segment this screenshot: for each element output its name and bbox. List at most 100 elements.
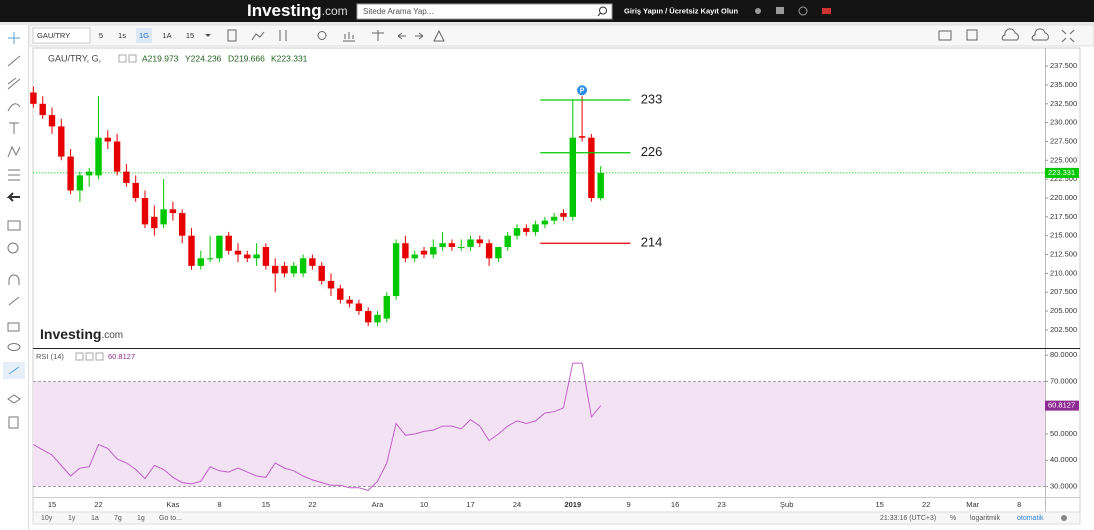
event-marker[interactable] bbox=[577, 85, 588, 96]
legend-button[interactable] bbox=[95, 352, 104, 361]
candle-body bbox=[365, 311, 372, 323]
brush-tool[interactable] bbox=[7, 103, 21, 112]
back-tool[interactable] bbox=[6, 192, 20, 202]
interval-button[interactable]: 5 bbox=[99, 31, 103, 40]
legend-close: K223.331 bbox=[271, 53, 308, 63]
x-tick-label: 22 bbox=[94, 500, 102, 509]
scale-icon[interactable] bbox=[372, 30, 384, 41]
candle-body bbox=[485, 243, 493, 259]
magnet-tool[interactable] bbox=[8, 274, 20, 285]
delete-tool[interactable] bbox=[8, 416, 19, 429]
symbol[interactable]: GAU/TRY bbox=[37, 31, 70, 40]
flag-icon[interactable] bbox=[822, 8, 831, 14]
legend-open: A219.973 bbox=[142, 53, 179, 63]
pitchfork-tool[interactable] bbox=[7, 77, 21, 90]
y-tick-label: 205.000 bbox=[1050, 306, 1077, 315]
clock: 21:33:16 (UTC+3) bbox=[880, 515, 936, 522]
fib-tool[interactable] bbox=[8, 169, 20, 181]
range-button[interactable]: 10y bbox=[41, 515, 53, 522]
candle-body bbox=[578, 136, 586, 138]
logo-main[interactable]: Investing bbox=[247, 1, 322, 20]
zoom-tool[interactable] bbox=[7, 242, 19, 254]
pattern-tool[interactable] bbox=[7, 145, 21, 158]
logo-suffix[interactable]: .com bbox=[322, 4, 348, 18]
last-price-box bbox=[1045, 167, 1079, 178]
candle-body bbox=[86, 171, 93, 176]
legend-button[interactable] bbox=[75, 352, 84, 361]
search-icon[interactable] bbox=[599, 6, 607, 15]
range-button[interactable]: 1a bbox=[91, 515, 99, 522]
interval-button[interactable]: 1A bbox=[162, 31, 171, 40]
compare-icon[interactable] bbox=[279, 30, 287, 41]
fullscreen-icon[interactable] bbox=[1061, 29, 1075, 43]
event-marker-label[interactable]: P bbox=[580, 88, 585, 95]
candle-icon[interactable] bbox=[227, 29, 237, 42]
goto-button[interactable]: Go to... bbox=[159, 515, 182, 522]
camera-icon[interactable] bbox=[938, 30, 952, 41]
y-tick-label: 217.500 bbox=[1050, 212, 1077, 221]
y-tick-label: 237.500 bbox=[1050, 61, 1077, 70]
legend-button[interactable] bbox=[85, 352, 94, 361]
settings-button[interactable] bbox=[1061, 515, 1067, 521]
clock-icon[interactable] bbox=[798, 6, 808, 16]
auto-button[interactable]: otomatik bbox=[1017, 515, 1044, 522]
studies-icon[interactable] bbox=[343, 32, 355, 42]
interval-button[interactable]: 15 bbox=[186, 31, 194, 40]
range-button[interactable]: 7g bbox=[114, 515, 122, 522]
lock-tool[interactable] bbox=[7, 322, 20, 332]
x-tick-label: 10 bbox=[420, 500, 428, 509]
undo-icon[interactable] bbox=[397, 32, 406, 40]
x-tick-label: 16 bbox=[671, 500, 679, 509]
link-tool[interactable] bbox=[8, 366, 20, 375]
log-button[interactable]: logaritmik bbox=[970, 515, 1000, 522]
logo[interactable]: Investing.com bbox=[247, 1, 348, 20]
rsi-title: RSI (14) bbox=[36, 352, 64, 361]
y-tick-label: 230.000 bbox=[1050, 118, 1077, 127]
candle-body bbox=[290, 265, 297, 274]
measure-tool[interactable] bbox=[7, 220, 21, 231]
login-link[interactable]: Giriş Yapın / Ücretsiz Kayıt Olun bbox=[624, 6, 738, 15]
last-price-label: 223.331 bbox=[1048, 168, 1075, 177]
portfolio-icon[interactable] bbox=[776, 7, 784, 14]
redo-icon[interactable] bbox=[415, 32, 424, 40]
cloud-load-icon[interactable] bbox=[1031, 28, 1049, 41]
dropdown-icon[interactable] bbox=[205, 34, 211, 37]
search-box[interactable] bbox=[356, 3, 613, 20]
settings-icon[interactable] bbox=[317, 31, 327, 40]
candle-body bbox=[597, 172, 604, 199]
candle-body bbox=[513, 228, 521, 236]
range-button[interactable]: 1g bbox=[137, 515, 145, 522]
candle-body bbox=[523, 228, 530, 232]
layout-icon[interactable] bbox=[966, 29, 978, 41]
search-placeholder[interactable]: Sitede Arama Yap... bbox=[363, 7, 433, 16]
interval-button[interactable]: 1s bbox=[118, 31, 126, 40]
indicator-icon[interactable] bbox=[251, 31, 265, 41]
crosshair-tool[interactable] bbox=[8, 32, 20, 44]
text-tool[interactable] bbox=[9, 122, 19, 134]
interval-button[interactable]: 1G bbox=[139, 31, 149, 40]
percent-button[interactable]: % bbox=[950, 515, 956, 522]
range-button[interactable]: 1y bbox=[68, 515, 76, 522]
y-tick-label: 227.500 bbox=[1050, 136, 1077, 145]
legend-button[interactable] bbox=[118, 54, 127, 63]
bell-icon[interactable] bbox=[755, 8, 761, 14]
visibility-tool[interactable] bbox=[7, 343, 21, 351]
toolbar-icons bbox=[227, 28, 1075, 43]
candle-body bbox=[309, 258, 316, 266]
x-tick-label: 9 bbox=[627, 500, 631, 509]
cloud-save-icon[interactable] bbox=[1001, 28, 1019, 41]
trendline-tool[interactable] bbox=[7, 55, 21, 67]
symbol-box[interactable] bbox=[32, 27, 91, 44]
layers-tool[interactable] bbox=[7, 394, 21, 404]
candle-body bbox=[420, 250, 428, 255]
candle-body bbox=[346, 299, 353, 304]
draw-mode-tool[interactable] bbox=[8, 296, 20, 306]
alert-icon[interactable] bbox=[433, 29, 445, 42]
legend-button[interactable] bbox=[128, 54, 137, 63]
x-tick-label: 15 bbox=[876, 500, 884, 509]
x-tick-label: 8 bbox=[217, 500, 221, 509]
x-tick-label: 23 bbox=[717, 500, 725, 509]
y-tick-label: 70.0000 bbox=[1050, 376, 1077, 385]
y-tick-label: 80.0000 bbox=[1050, 350, 1077, 359]
candle-body bbox=[160, 209, 167, 225]
